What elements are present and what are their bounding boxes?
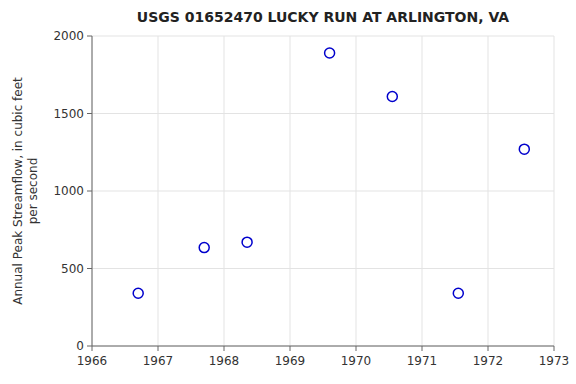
tick-label-x: 1968 <box>209 354 240 368</box>
y-axis-label: Annual Peak Streamflow, in cubic feetper… <box>11 77 40 305</box>
tick-label-y: 1000 <box>53 184 84 198</box>
point <box>453 288 463 298</box>
tick-label-y: 500 <box>61 262 84 276</box>
tick-y <box>87 346 92 347</box>
tick-y <box>87 36 92 37</box>
y-axis-label-line: per second <box>26 158 40 225</box>
tick-x <box>92 346 93 351</box>
tick-label-y: 1500 <box>53 107 84 121</box>
point <box>387 91 397 101</box>
tick-label-y: 2000 <box>53 29 84 43</box>
point <box>133 288 143 298</box>
grid-line-y <box>92 346 554 347</box>
chart: 1966 1967 1968 1969 1970 1971 1972 1973 0 500 1000… <box>0 0 576 384</box>
tick-y <box>87 113 92 114</box>
tick-x <box>554 346 555 351</box>
tick-label-x: 1966 <box>77 354 108 368</box>
point <box>199 243 209 253</box>
tick-label-x: 1972 <box>473 354 504 368</box>
tick-label-x: 1970 <box>341 354 372 368</box>
y-axis-line <box>92 36 93 346</box>
points <box>133 48 529 298</box>
plot-area <box>92 36 554 346</box>
point <box>242 237 252 247</box>
tick-label-x: 1967 <box>143 354 174 368</box>
tick-label-y: 0 <box>76 339 84 353</box>
tick-label-x: 1971 <box>407 354 438 368</box>
grid <box>92 36 554 346</box>
title: USGS 01652470 LUCKY RUN AT ARLINGTON, VA <box>137 9 509 25</box>
grid-line-y <box>92 113 554 114</box>
tick-x <box>422 346 423 351</box>
tick-x <box>488 346 489 351</box>
tick-x <box>356 346 357 351</box>
grid-line-y <box>92 191 554 192</box>
point <box>519 144 529 154</box>
y-axis-label-line: Annual Peak Streamflow, in cubic feet <box>11 77 25 305</box>
axes: 1966 1967 1968 1969 1970 1971 1972 1973 0 500 1000… <box>53 29 569 368</box>
x-axis-line <box>92 346 554 347</box>
tick-x <box>158 346 159 351</box>
grid-line-x <box>92 36 93 346</box>
grid-line-y <box>92 36 554 37</box>
grid-line-y <box>92 268 554 269</box>
tick-x <box>224 346 225 351</box>
tick-label-x: 1969 <box>275 354 306 368</box>
tick-y <box>87 268 92 269</box>
point <box>325 48 335 58</box>
tick-y <box>87 191 92 192</box>
tick-label-x: 1973 <box>539 354 570 368</box>
tick-x <box>290 346 291 351</box>
